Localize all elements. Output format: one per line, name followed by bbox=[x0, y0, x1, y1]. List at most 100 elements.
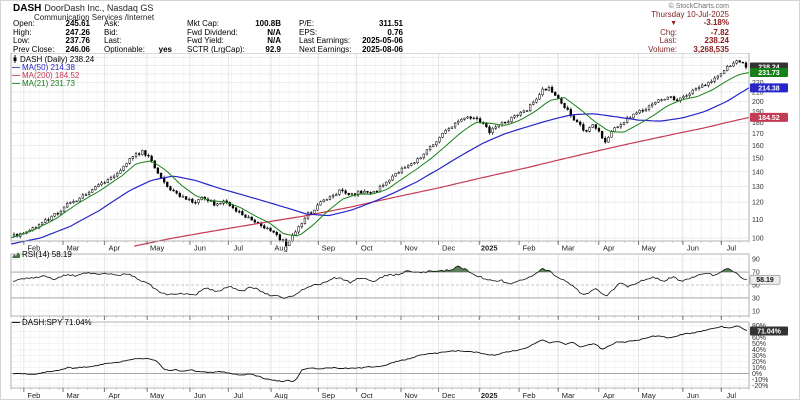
ratio-plot-border bbox=[10, 321, 750, 389]
price-chart-legend: DASH (Daily) 238.24 — MA(50) 214.38 — MA(2… bbox=[12, 55, 94, 88]
svg-text:190: 190 bbox=[752, 109, 764, 116]
vertical-gridlines bbox=[10, 53, 750, 241]
svg-text:231.73: 231.73 bbox=[758, 70, 780, 77]
price-label-box bbox=[750, 112, 788, 122]
last-earnings-label: Last Earnings: bbox=[299, 36, 351, 45]
open-label: Open: bbox=[13, 19, 35, 28]
sctr-value: 92.9 bbox=[265, 44, 281, 54]
svg-text:-20%: -20% bbox=[752, 383, 768, 390]
last-price-label: Last: bbox=[659, 36, 677, 46]
low-value: 237.76 bbox=[65, 36, 90, 45]
svg-text:May: May bbox=[150, 244, 164, 253]
vertical-gridlines bbox=[10, 322, 750, 388]
ma50-line-icon: — bbox=[12, 63, 20, 72]
svg-text:140: 140 bbox=[752, 169, 764, 176]
svg-text:Feb: Feb bbox=[523, 391, 536, 400]
svg-text:Oct: Oct bbox=[361, 391, 374, 400]
ma21-line-icon: — bbox=[12, 79, 20, 88]
price-label-box bbox=[750, 68, 788, 78]
svg-text:110: 110 bbox=[752, 217, 763, 224]
pe-label: P/E: bbox=[299, 19, 315, 28]
svg-text:210: 210 bbox=[752, 89, 764, 96]
svg-text:May: May bbox=[642, 391, 656, 400]
svg-text:Nov: Nov bbox=[404, 391, 418, 400]
open-value: 245.61 bbox=[65, 19, 90, 28]
rsi-chart-panel: 90 70 50 30 10 58.19 bbox=[10, 253, 781, 320]
eps-label: EPS: bbox=[299, 27, 318, 37]
svg-text:May: May bbox=[642, 244, 656, 253]
svg-text:0%: 0% bbox=[752, 371, 762, 378]
svg-text:2025: 2025 bbox=[481, 391, 498, 400]
quote-column-2: Ask: Bid: Last: Optionable: yes bbox=[104, 19, 172, 54]
sctr-label: SCTR (LrgCap): bbox=[187, 44, 245, 54]
svg-text:2025: 2025 bbox=[481, 244, 498, 253]
svg-text:Feb: Feb bbox=[523, 244, 536, 253]
svg-text:50: 50 bbox=[752, 283, 760, 290]
svg-text:90: 90 bbox=[752, 257, 760, 264]
svg-text:30%: 30% bbox=[752, 353, 766, 360]
high-label: High: bbox=[13, 27, 32, 37]
down-arrow-icon: ▼ bbox=[670, 20, 677, 28]
price-chart-panel: 1001101201301401501601701801902002102202… bbox=[10, 53, 788, 253]
low-label: Low: bbox=[13, 36, 30, 45]
svg-text:10%: 10% bbox=[752, 365, 766, 372]
optionable-label: Optionable: bbox=[104, 44, 145, 54]
ma200-line bbox=[134, 116, 750, 247]
svg-text:20%: 20% bbox=[752, 359, 766, 366]
svg-text:Jun: Jun bbox=[194, 391, 206, 400]
month-axis: Feb Mar Apr May Jun Jul Aug Sep Oct Nov Dec 2025 Feb… bbox=[10, 241, 750, 253]
next-earnings-label: Next Earnings: bbox=[299, 44, 352, 54]
svg-text:Oct: Oct bbox=[361, 244, 374, 253]
candlestick-icon bbox=[13, 55, 17, 63]
candlesticks bbox=[12, 59, 748, 248]
svg-text:Apr: Apr bbox=[108, 391, 120, 400]
sector-industry: Communication Services /Internet bbox=[34, 13, 155, 22]
svg-text:200: 200 bbox=[752, 99, 764, 106]
svg-text:160: 160 bbox=[752, 143, 764, 150]
pe-value: 311.51 bbox=[378, 19, 403, 28]
volume-label: Volume: bbox=[648, 44, 677, 54]
change-block: Thursday 10-Jul-2025 ▼ -3.18% Chg: -7.82 L… bbox=[648, 10, 729, 54]
ratio-chart-panel: 80%60%50%40%30%20%10%0%-10%-20%71.04%Feb… bbox=[10, 321, 788, 400]
fwd-dividend-label: Fwd Dividend: bbox=[187, 27, 238, 37]
mktcap-label: Mkt Cap: bbox=[187, 19, 220, 28]
fwd-dividend-value: N/A bbox=[267, 27, 281, 37]
prev-close-value: 246.06 bbox=[65, 44, 90, 54]
fwd-yield-label: Fwd Yield: bbox=[187, 36, 224, 45]
last-earnings-value: 2025-05-06 bbox=[362, 36, 403, 45]
svg-text:Mar: Mar bbox=[562, 391, 575, 400]
legend-ma21: — MA(21) 231.73 bbox=[12, 79, 75, 88]
svg-text:70: 70 bbox=[752, 270, 760, 277]
svg-text:Jun: Jun bbox=[194, 244, 206, 253]
ticker-symbol: DASH bbox=[13, 3, 42, 14]
svg-text:60%: 60% bbox=[752, 335, 766, 342]
svg-text:Jun: Jun bbox=[687, 391, 699, 400]
price-axis-labels: 1001101201301401501601701801902002102202… bbox=[750, 62, 788, 243]
svg-text:30: 30 bbox=[752, 295, 760, 302]
mktcap-value: 100.8B bbox=[255, 19, 281, 28]
svg-text:120: 120 bbox=[752, 200, 764, 207]
svg-text:Jul: Jul bbox=[726, 391, 736, 400]
svg-text:Jun: Jun bbox=[687, 244, 699, 253]
ma200-line-icon: — bbox=[12, 71, 20, 80]
svg-text:Feb: Feb bbox=[27, 391, 40, 400]
ask-label: Ask: bbox=[104, 19, 120, 28]
quote-column-4: P/E: 311.51 EPS: 0.76 Last Earnings: 2025-0… bbox=[299, 19, 403, 54]
svg-text:Aug: Aug bbox=[274, 391, 287, 400]
chg-value: -7.82 bbox=[710, 27, 729, 37]
volume-value: 3,268,535 bbox=[693, 44, 729, 54]
legend-dash-daily: DASH (Daily) 238.24 bbox=[12, 55, 94, 64]
ratio-line bbox=[12, 325, 748, 383]
svg-text:Sep: Sep bbox=[322, 391, 335, 400]
rsi-plot-border bbox=[10, 253, 750, 317]
month-axis: Feb Mar Apr May Jun Jul Aug Sep Oct Nov Dec 2025 Feb… bbox=[10, 388, 750, 400]
rsi-overbought-fill bbox=[13, 266, 747, 273]
legend-ma200: — MA(200) 184.52 bbox=[12, 71, 80, 80]
svg-text:Apr: Apr bbox=[603, 391, 615, 400]
svg-text:40%: 40% bbox=[752, 347, 766, 354]
chart-title: DASH DoorDash Inc., Nasdaq GS bbox=[13, 3, 153, 14]
ratio-line-icon: — bbox=[12, 318, 20, 327]
svg-text:Dec: Dec bbox=[442, 391, 456, 400]
svg-text:Jul: Jul bbox=[234, 391, 244, 400]
